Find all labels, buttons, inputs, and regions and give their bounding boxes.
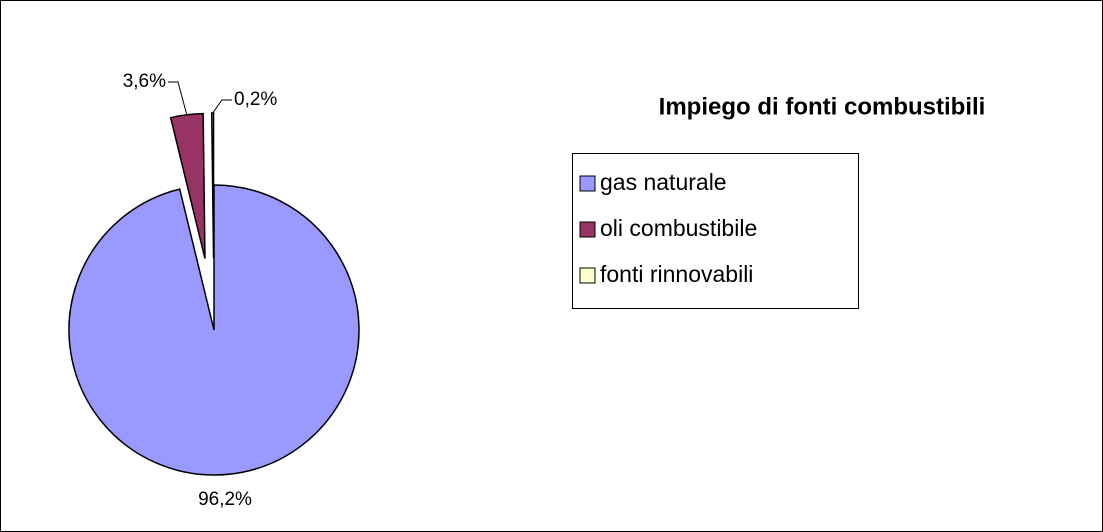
chart-title: Impiego di fonti combustibili: [659, 93, 986, 120]
data-label: 0,2%: [234, 89, 277, 110]
legend-swatch: [579, 175, 596, 192]
leader-line: [212, 99, 232, 114]
legend-box: [572, 153, 859, 309]
data-label: 3,6%: [123, 71, 166, 92]
data-label: 96,2%: [198, 489, 252, 510]
legend-label: oli combustibile: [600, 215, 757, 241]
legend-label: fonti rinnovabili: [600, 261, 753, 287]
legend-label: gas naturale: [600, 169, 727, 195]
legend-swatch: [579, 221, 596, 238]
pie-slice: [68, 184, 360, 476]
legend-swatch: [579, 267, 596, 284]
leader-line: [168, 81, 188, 115]
